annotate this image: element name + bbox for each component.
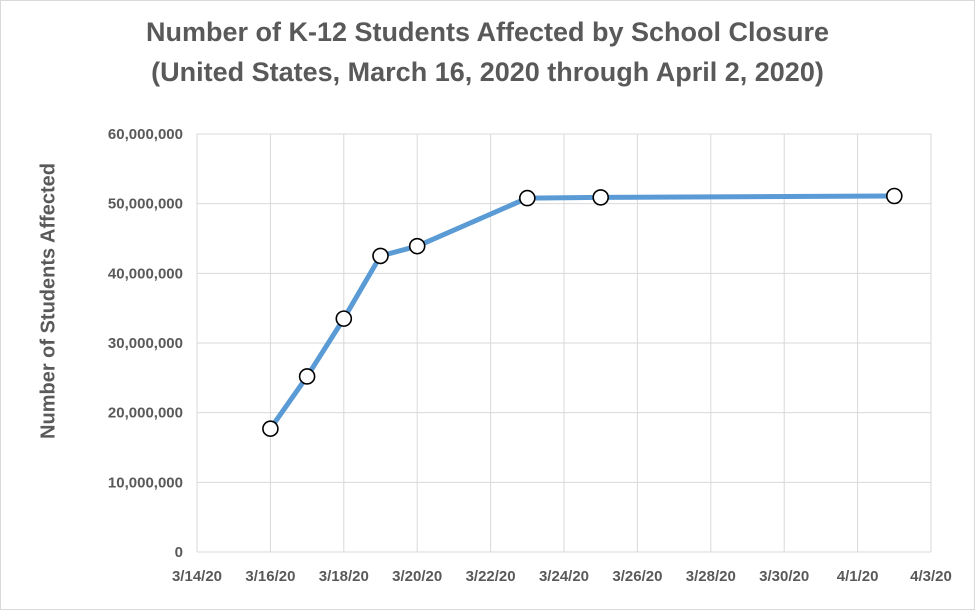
y-tick-label: 0: [175, 544, 183, 561]
x-tick-label: 3/14/20: [172, 568, 222, 585]
x-tick-label: 4/1/20: [837, 568, 879, 585]
chart-subtitle: (United States, March 16, 2020 through A…: [151, 57, 824, 87]
data-point: [298, 368, 316, 385]
data-point: [518, 189, 536, 207]
x-tick-label: 3/26/20: [612, 568, 662, 585]
x-tick-label: 3/24/20: [539, 568, 589, 585]
x-tick-label: 3/18/20: [319, 568, 369, 585]
data-point: [885, 187, 903, 205]
data-point: [335, 310, 353, 327]
data-point: [372, 247, 389, 265]
x-tick-label: 3/28/20: [686, 568, 736, 585]
x-tick-label: 3/30/20: [759, 568, 809, 585]
x-tick-label: 3/20/20: [392, 568, 442, 585]
grid: [196, 133, 932, 553]
chart-title: Number of K-12 Students Affected by Scho…: [145, 17, 830, 47]
y-tick-label: 50,000,000: [108, 196, 183, 213]
x-tick-label: 4/3/20: [910, 568, 952, 585]
y-tick-label: 10,000,000: [108, 474, 183, 491]
y-tick-label: 20,000,000: [108, 405, 183, 422]
data-point: [408, 237, 426, 255]
y-axis-ticks: 0 10,000,000 20,000,000 30,000,000 40,000,00…: [108, 126, 183, 561]
data-point: [262, 420, 279, 437]
x-axis-ticks: 3/14/20 3/16/20 3/18/20 3/20/20 3/22/20 3/24/…: [172, 568, 952, 585]
data-point: [592, 189, 610, 206]
x-tick-label: 3/22/20: [466, 568, 516, 585]
y-tick-label: 60,000,000: [108, 126, 183, 143]
x-tick-label: 3/16/20: [245, 568, 295, 585]
y-tick-label: 30,000,000: [108, 335, 183, 352]
series: [262, 187, 903, 437]
y-tick-label: 40,000,000: [108, 265, 183, 282]
series-line: [267, 193, 897, 432]
